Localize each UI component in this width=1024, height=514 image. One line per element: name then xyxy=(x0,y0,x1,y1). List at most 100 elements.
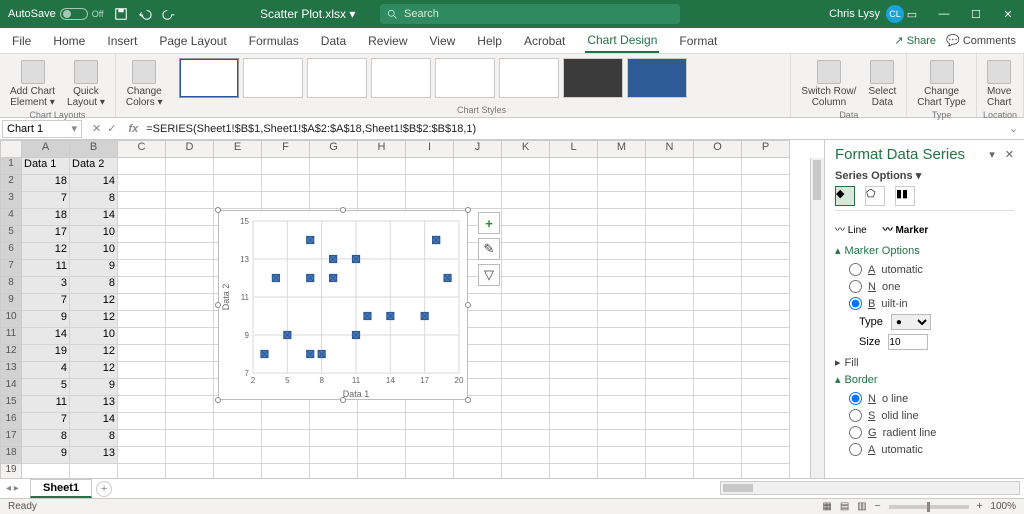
cell[interactable]: 18 xyxy=(22,209,70,226)
cell[interactable] xyxy=(70,464,118,478)
undo-icon[interactable] xyxy=(138,7,152,21)
cell[interactable] xyxy=(166,209,214,226)
column-headers[interactable]: ABCDEFGHIJKLMNOP xyxy=(0,140,790,158)
cell[interactable] xyxy=(598,430,646,447)
row-header[interactable]: 17 xyxy=(0,430,22,447)
cell[interactable] xyxy=(550,430,598,447)
cell[interactable] xyxy=(166,175,214,192)
chart-style-thumb[interactable] xyxy=(435,58,495,98)
menu-tab-view[interactable]: View xyxy=(428,30,458,52)
cell[interactable]: 18 xyxy=(22,175,70,192)
border-option-radio[interactable]: Automatic xyxy=(835,441,1014,458)
row-header[interactable]: 19 xyxy=(0,464,22,478)
cell[interactable] xyxy=(502,447,550,464)
cell[interactable] xyxy=(358,175,406,192)
close-icon[interactable]: ✕ xyxy=(992,0,1024,28)
chart-style-thumb[interactable] xyxy=(179,58,239,98)
menu-tab-help[interactable]: Help xyxy=(475,30,504,52)
cell[interactable]: 11 xyxy=(22,396,70,413)
row-header[interactable]: 2 xyxy=(0,175,22,192)
cell[interactable] xyxy=(646,209,694,226)
cell[interactable] xyxy=(694,209,742,226)
cell[interactable] xyxy=(358,192,406,209)
cell[interactable] xyxy=(742,277,790,294)
save-icon[interactable] xyxy=(114,7,128,21)
cell[interactable] xyxy=(502,362,550,379)
cell[interactable] xyxy=(550,277,598,294)
border-title[interactable]: ▴ Border xyxy=(835,373,1014,386)
cell[interactable] xyxy=(406,175,454,192)
marker-option-radio[interactable]: Automatic xyxy=(835,261,1014,278)
cell[interactable] xyxy=(118,311,166,328)
zoom-out-icon[interactable]: − xyxy=(875,501,881,512)
cell[interactable] xyxy=(694,226,742,243)
cell[interactable] xyxy=(502,226,550,243)
view-pagelayout-icon[interactable]: ▤ xyxy=(840,501,849,512)
row-header[interactable]: 13 xyxy=(0,362,22,379)
zoom-value[interactable]: 100% xyxy=(990,501,1016,512)
cell[interactable] xyxy=(166,294,214,311)
cell[interactable] xyxy=(694,447,742,464)
cell[interactable] xyxy=(22,464,70,478)
menu-tab-formulas[interactable]: Formulas xyxy=(247,30,301,52)
cell[interactable] xyxy=(646,311,694,328)
cell[interactable] xyxy=(454,192,502,209)
vertical-scrollbar[interactable] xyxy=(810,158,824,478)
cell[interactable]: 8 xyxy=(70,277,118,294)
cell[interactable] xyxy=(502,260,550,277)
cell[interactable] xyxy=(502,243,550,260)
column-header[interactable]: P xyxy=(742,140,790,158)
user-account[interactable]: Chris Lysy CL xyxy=(829,5,904,23)
cell[interactable] xyxy=(742,464,790,478)
cell[interactable]: 7 xyxy=(22,413,70,430)
panel-close-icon[interactable]: ✕ xyxy=(1005,148,1014,161)
menu-tab-home[interactable]: Home xyxy=(51,30,87,52)
cell[interactable] xyxy=(502,328,550,345)
cell[interactable] xyxy=(742,430,790,447)
ribbon-item[interactable]: SelectData xyxy=(864,58,900,110)
horizontal-scrollbar[interactable] xyxy=(720,481,1020,495)
cell[interactable] xyxy=(742,294,790,311)
cell[interactable] xyxy=(454,158,502,175)
cell[interactable]: 3 xyxy=(22,277,70,294)
column-header[interactable]: C xyxy=(118,140,166,158)
cell[interactable] xyxy=(502,294,550,311)
cell[interactable] xyxy=(646,345,694,362)
row-header[interactable]: 1 xyxy=(0,158,22,175)
column-header[interactable]: I xyxy=(406,140,454,158)
cell[interactable] xyxy=(406,192,454,209)
cell[interactable] xyxy=(502,311,550,328)
cell[interactable] xyxy=(550,158,598,175)
cell[interactable] xyxy=(694,362,742,379)
chart-style-thumb[interactable] xyxy=(243,58,303,98)
cell[interactable] xyxy=(118,175,166,192)
cell[interactable] xyxy=(166,430,214,447)
cell[interactable] xyxy=(550,294,598,311)
row-header[interactable]: 12 xyxy=(0,345,22,362)
menu-tab-file[interactable]: File xyxy=(10,30,33,52)
ribbon-item[interactable]: Add ChartElement ▾ xyxy=(6,58,59,110)
cell[interactable]: Data 2 xyxy=(70,158,118,175)
cell[interactable] xyxy=(358,158,406,175)
marker-options-title[interactable]: ▴ Marker Options xyxy=(835,244,1014,257)
cell[interactable]: 7 xyxy=(22,294,70,311)
cell[interactable] xyxy=(262,430,310,447)
cell[interactable] xyxy=(310,192,358,209)
cell[interactable] xyxy=(550,464,598,478)
row-header[interactable]: 18 xyxy=(0,447,22,464)
cell[interactable] xyxy=(550,413,598,430)
cell[interactable]: 14 xyxy=(70,209,118,226)
cell[interactable] xyxy=(214,158,262,175)
cell[interactable] xyxy=(118,447,166,464)
cell[interactable] xyxy=(646,413,694,430)
view-pagebreak-icon[interactable]: ▥ xyxy=(857,501,866,512)
search-box[interactable]: Search xyxy=(380,4,680,24)
cell[interactable] xyxy=(742,328,790,345)
column-header[interactable]: F xyxy=(262,140,310,158)
cell[interactable] xyxy=(406,447,454,464)
cell[interactable] xyxy=(502,192,550,209)
effects-tab-icon[interactable]: ⬠ xyxy=(865,186,885,206)
cell[interactable] xyxy=(502,277,550,294)
cell[interactable] xyxy=(118,396,166,413)
cell[interactable] xyxy=(214,192,262,209)
